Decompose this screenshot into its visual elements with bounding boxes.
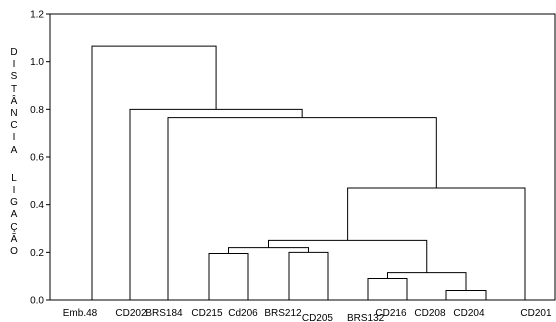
- dendrogram-link: [347, 187, 526, 300]
- y-tick-label: 0.8: [30, 105, 44, 116]
- y-axis-label-letter: A: [10, 209, 18, 221]
- leaf-label: BRS212: [264, 308, 302, 319]
- y-axis-label-letter: A: [10, 144, 18, 156]
- y-tick-label: 0.4: [30, 200, 44, 211]
- leaf-label: BRS184: [145, 308, 183, 319]
- leaf-label: CD204: [453, 308, 485, 319]
- dendrogram-link: [208, 253, 249, 300]
- dendrogram-link: [268, 239, 428, 273]
- y-tick-label: 0.2: [30, 248, 44, 259]
- dendrogram-link: [91, 45, 217, 300]
- dendrogram-links: [91, 45, 526, 300]
- y-tick-label: 0.6: [30, 153, 44, 164]
- y-axis-label-letter: O: [10, 246, 18, 257]
- y-axis-label-letter: T: [10, 83, 18, 95]
- y-axis-label-letter: I: [12, 132, 16, 144]
- leaf-label: Emb.48: [63, 308, 98, 319]
- dendrogram-link: [445, 289, 487, 300]
- dendrogram-link: [367, 278, 408, 300]
- y-axis-label-letter: I: [12, 185, 16, 196]
- y-tick-label: 0.0: [30, 296, 44, 307]
- y-axis-label-letter: Ç: [10, 221, 18, 233]
- y-axis-label-letter: C: [10, 120, 18, 132]
- leaf-label: CD216: [375, 308, 407, 319]
- y-axis-label-letter: Ã: [10, 233, 18, 245]
- leaf-label: CD215: [191, 308, 223, 319]
- y-axis-label-letter: G: [10, 197, 18, 209]
- leaf-label: CD201: [520, 308, 552, 319]
- y-axis-ticks: 0.0 0.2 0.4 0.6 0.8 1.0 1.2: [30, 10, 50, 307]
- y-axis-label-letter: D: [10, 47, 18, 58]
- leaf-label: CD202: [115, 308, 147, 319]
- dendrogram-link: [228, 247, 309, 254]
- leaf-label: CD205: [302, 313, 334, 322]
- dendrogram-link: [387, 272, 467, 291]
- plot-frame: [49, 13, 556, 301]
- dendrogram-link: [129, 108, 303, 300]
- y-tick-label: 1.2: [30, 10, 44, 21]
- leaf-label: CD208: [414, 308, 446, 319]
- y-axis-label-letter: N: [10, 108, 18, 119]
- dendrogram-link: [288, 251, 329, 300]
- y-tick-label: 1.0: [30, 57, 44, 68]
- y-axis-label-letter: L: [11, 172, 17, 184]
- leaf-label: BRS132: [347, 313, 385, 322]
- y-axis-label-letter: S: [10, 71, 18, 83]
- leaf-label: Cd206: [228, 308, 258, 319]
- y-axis-label-letter: Â: [10, 95, 18, 107]
- y-axis-label-letter: I: [12, 59, 16, 71]
